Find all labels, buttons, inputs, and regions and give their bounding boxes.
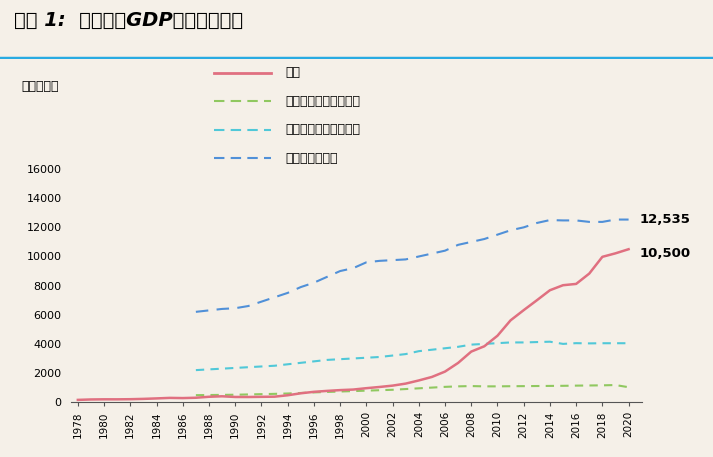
Text: 单位：美元: 单位：美元: [21, 80, 59, 93]
Text: 10,500: 10,500: [639, 247, 690, 260]
Text: 图表 1:  中国人均GDP（现价）变化: 图表 1: 中国人均GDP（现价）变化: [14, 11, 243, 30]
Text: 12,535: 12,535: [639, 213, 690, 226]
Text: 中等偏上收入国家下限: 中等偏上收入国家下限: [285, 123, 360, 136]
Text: 中国: 中国: [285, 66, 300, 79]
Text: 中等偏下收入国家下限: 中等偏下收入国家下限: [285, 95, 360, 107]
Text: 高收入国家下限: 高收入国家下限: [285, 152, 338, 165]
